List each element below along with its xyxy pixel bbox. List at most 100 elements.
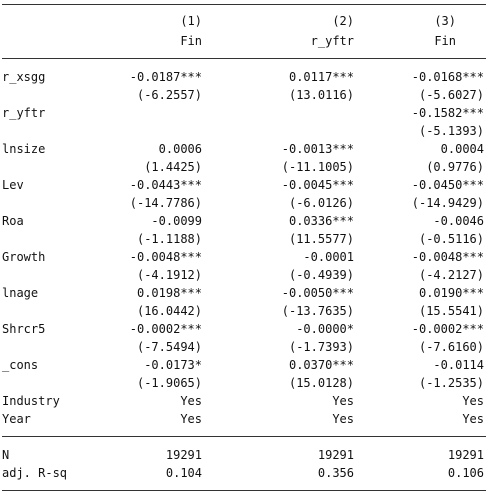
table-cell <box>236 104 354 122</box>
header-rule <box>2 58 486 59</box>
table-row: Shrcr5 -0.0002*** -0.0000* -0.0002*** <box>0 320 498 338</box>
header-dep-var: r_yftr <box>310 34 354 48</box>
row-label <box>2 302 112 320</box>
table-cell: (13.0116) <box>288 88 354 102</box>
table-cell: (-13.7635) <box>281 304 354 318</box>
table-cell: (-14.7786) <box>129 196 202 210</box>
table-cell: (-0.5116) <box>418 232 484 246</box>
table-cell: 19291 <box>447 448 484 462</box>
table-cell: (15.5541) <box>418 304 484 318</box>
table-cell: -0.0013*** <box>281 142 354 156</box>
table-cell: 0.0006 <box>158 142 202 156</box>
table-row: Roa -0.0099 0.0336*** -0.0046 <box>0 212 498 230</box>
table-cell: 0.0370*** <box>288 358 354 372</box>
table-cell: (1.4425) <box>144 160 202 174</box>
table-cell <box>236 122 354 140</box>
table-cell: (-7.5494) <box>136 340 202 354</box>
table-row: (-14.7786) (-6.0126) (-14.9429) <box>0 194 498 212</box>
row-label <box>2 122 112 140</box>
table-cell: -0.1582*** <box>411 106 484 120</box>
table-cell: -0.0114 <box>433 358 484 372</box>
table-cell: -0.0187*** <box>129 70 202 84</box>
table-cell: 0.106 <box>447 466 484 480</box>
table-row: Growth -0.0048*** -0.0001 -0.0048*** <box>0 248 498 266</box>
table-cell <box>100 104 202 122</box>
table-cell: -0.0450*** <box>411 178 484 192</box>
table-cell: -0.0173* <box>144 358 202 372</box>
table-cell: -0.0000* <box>296 322 354 336</box>
top-rule <box>2 4 486 5</box>
table-cell: 0.0336*** <box>288 214 354 228</box>
table-row: (-7.5494) (-1.7393) (-7.6160) <box>0 338 498 356</box>
table-cell: (11.5577) <box>288 232 354 246</box>
table-cell: 0.0117*** <box>288 70 354 84</box>
table-row: lnsize 0.0006 -0.0013*** 0.0004 <box>0 140 498 158</box>
table-cell: (-4.1912) <box>136 268 202 282</box>
table-cell: (-6.0126) <box>288 196 354 210</box>
table-row: r_yftr -0.1582*** <box>0 104 498 122</box>
table-cell: Yes <box>180 394 202 408</box>
header-col-number: (3) <box>434 14 456 28</box>
table-cell: -0.0048*** <box>129 250 202 264</box>
table-cell: 19291 <box>165 448 202 462</box>
table-cell: Yes <box>462 394 484 408</box>
row-label: Year <box>2 412 31 426</box>
table-cell: (-1.1188) <box>136 232 202 246</box>
table-row: (-1.9065) (15.0128) (-1.2535) <box>0 374 498 392</box>
table-cell: -0.0045*** <box>281 178 354 192</box>
row-label: Industry <box>2 394 60 408</box>
table-cell: Yes <box>332 394 354 408</box>
table-cell: 0.0198*** <box>136 286 202 300</box>
table-cell: -0.0046 <box>433 214 484 228</box>
row-label <box>2 194 112 212</box>
table-row: _cons -0.0173* 0.0370*** -0.0114 <box>0 356 498 374</box>
table-cell: -0.0048*** <box>411 250 484 264</box>
table-row: r_xsgg -0.0187*** 0.0117*** -0.0168*** <box>0 68 498 86</box>
bottom-rule <box>2 490 486 491</box>
table-cell: (-7.6160) <box>418 340 484 354</box>
header-dependent-variables: Fin r_yftr Fin <box>0 32 498 50</box>
table-cell: (-0.4939) <box>288 268 354 282</box>
row-label: r_xsgg <box>2 70 46 84</box>
table-cell: Yes <box>180 412 202 426</box>
header-dep-var: Fin <box>180 34 202 48</box>
table-cell: -0.0002*** <box>411 322 484 336</box>
table-cell: (-11.1005) <box>281 160 354 174</box>
table-cell: (-14.9429) <box>411 196 484 210</box>
table-cell: 0.356 <box>317 466 354 480</box>
header-column-numbers: (1) (2) (3) <box>0 12 498 30</box>
table-cell: (-4.2127) <box>418 268 484 282</box>
table-cell: -0.0002*** <box>129 322 202 336</box>
table-row: adj. R-sq 0.104 0.356 0.106 <box>0 464 498 482</box>
table-cell: Yes <box>332 412 354 426</box>
row-label: Roa <box>2 214 24 228</box>
row-label: N <box>2 448 10 462</box>
table-cell: (16.0442) <box>136 304 202 318</box>
row-label <box>2 158 112 176</box>
row-label: Growth <box>2 250 46 264</box>
header-col-number: (2) <box>332 14 354 28</box>
table-cell: -0.0099 <box>151 214 202 228</box>
table-cell: (-1.7393) <box>288 340 354 354</box>
table-cell: (0.9776) <box>426 160 484 174</box>
table-cell: -0.0001 <box>303 250 354 264</box>
table-row: N 19291 19291 19291 <box>0 446 498 464</box>
table-row: (-6.2557) (13.0116) (-5.6027) <box>0 86 498 104</box>
table-cell <box>100 122 202 140</box>
table-cell: 19291 <box>317 448 354 462</box>
table-row: (16.0442) (-13.7635) (15.5541) <box>0 302 498 320</box>
table-cell: (-5.6027) <box>418 88 484 102</box>
table-cell: 0.0190*** <box>418 286 484 300</box>
table-cell: (-5.1393) <box>418 124 484 138</box>
row-label: Lev <box>2 178 24 192</box>
row-label <box>2 230 112 248</box>
row-label: r_yftr <box>2 106 46 120</box>
table-cell: (-1.9065) <box>136 376 202 390</box>
table-cell: 0.104 <box>165 466 202 480</box>
table-cell: (-6.2557) <box>136 88 202 102</box>
table-cell: Yes <box>462 412 484 426</box>
row-label: lnage <box>2 286 39 300</box>
row-label: _cons <box>2 358 39 372</box>
table-cell: (15.0128) <box>288 376 354 390</box>
